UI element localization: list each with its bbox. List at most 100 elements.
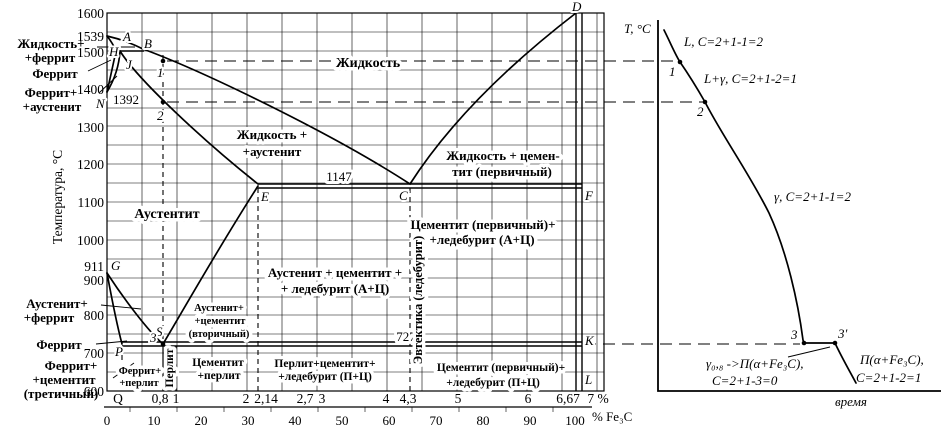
region-label-cementite-ledeburite-ac: Цементит (первичный)+	[410, 217, 555, 232]
region-label-austenite-cementite-secondary: Аустенит+	[194, 303, 244, 314]
y-axis-ticks: 1600 1539 1500 1400 1300 1200 1100 1000 …	[77, 6, 104, 399]
region-label-austenite-cementite-ledeburite: + ледебурит (А+Ц)	[281, 281, 389, 296]
x-tick: 6,67	[556, 391, 580, 406]
eutectoid-727-line	[122, 341, 582, 347]
outer-label-ferrite-austenite: +аустенит	[23, 99, 82, 114]
point-label-E: E	[260, 189, 269, 204]
point-label-H: H	[108, 44, 119, 59]
point-label-C: C	[399, 188, 408, 203]
y-tick: 1100	[78, 195, 105, 210]
label-leader-lines	[87, 46, 142, 379]
plot-frame	[106, 12, 605, 392]
cooling-curve-points	[677, 59, 838, 346]
fe3c-tick: 10	[148, 413, 161, 428]
solidus-line-JE	[119, 50, 259, 185]
fe3c-tick: 20	[195, 413, 208, 428]
y-tick: 1000	[77, 233, 104, 248]
point-label-A: A	[122, 29, 131, 44]
fe3c-tick: 80	[477, 413, 490, 428]
region-label-cementite-perlite: Цементит	[192, 357, 244, 369]
cooling-y-axis-title: T, °C	[624, 21, 651, 36]
temp-label-1392: 1392	[113, 92, 139, 107]
fe3c-tick: 70	[430, 413, 443, 428]
fe3c-tick: 90	[524, 413, 537, 428]
y-tick: 900	[84, 273, 105, 288]
temp-label-727: 727	[396, 329, 416, 344]
x-tick: 2,7	[297, 391, 314, 406]
region-label-cementite-ledeburite-pc: Цементит (первичный)+	[437, 362, 565, 374]
outer-label-liquid-ferrite: Жидкость+	[17, 36, 84, 51]
outer-label-ferrite-cementite-tertiary: (третичный)	[24, 386, 99, 401]
x-tick: 5	[455, 391, 462, 406]
cooling-point-label-1: 1	[669, 64, 676, 79]
y-tick: 1300	[77, 120, 104, 135]
y-tick: 1600	[77, 6, 104, 21]
cooling-x-axis-title: время	[835, 394, 867, 409]
cooling-points-main	[160, 58, 166, 347]
x-tick: 2	[243, 391, 250, 406]
liquidus-line-ABCD	[106, 12, 577, 186]
point-label-3: 3	[149, 330, 157, 345]
x-tick: 4,3	[400, 391, 417, 406]
region-labels: Жидкость Жидкость + +аустенит Жидкость +…	[115, 53, 568, 393]
region-label-liquid-cementite: тит (первичный)	[452, 164, 552, 179]
region-label-cementite-perlite: +перлит	[197, 370, 240, 382]
outer-label-ferrite-cementite-tertiary: Феррит+	[45, 358, 98, 373]
region-label-cementite-ledeburite-pc: +ледебурит (П+Ц)	[446, 377, 540, 389]
cooling-point-label-2: 2	[697, 104, 704, 119]
point-label-J: J	[126, 57, 133, 72]
region-label-cementite-ledeburite-ac: +ледебурит (А+Ц)	[429, 232, 534, 247]
outer-label-ferrite-cementite-tertiary: +цементит	[32, 372, 96, 387]
point-label-G: G	[111, 258, 121, 273]
cooling-label-eutectoid-dof: C=2+1-3=0	[712, 373, 778, 388]
outer-label-austenite-ferrite: Аустенит+	[26, 296, 88, 311]
y-tick: 911	[84, 259, 104, 274]
region-label-ferrite-perlite: +перлит	[119, 378, 159, 389]
fe3c-tick: 100	[565, 413, 585, 428]
line-GS	[106, 272, 164, 345]
x-tick: 1	[173, 391, 180, 406]
fe3c-tick: 50	[336, 413, 349, 428]
x-tick-Q: Q	[113, 391, 123, 406]
fe3c-scale: 0 10 20 30 40 50 60 70 80 90 100 % Fe₃C	[104, 406, 632, 428]
y-tick: 1400	[77, 82, 104, 97]
x-tick: 3	[319, 391, 326, 406]
outer-label-liquid-ferrite: +феррит	[25, 50, 76, 65]
y-tick: 1200	[77, 157, 104, 172]
point-label-2: 2	[157, 108, 164, 123]
cooling-label-perlite: П(α+Fe₃C),	[859, 352, 924, 367]
region-label-austenite: Аустентит	[134, 207, 199, 222]
region-label-perlite-cementite-ledeburite: +ледебурит (П+Ц)	[278, 371, 372, 383]
region-label-austenite-cementite-secondary: (вторичный)	[189, 329, 250, 340]
perlite-strip-borders	[162, 346, 177, 391]
cooling-label-eutectoid-reaction: γ₀,₈ ->П(α+Fe₃C),	[706, 356, 804, 371]
region-label-austenite-cementite-secondary: +цементит	[195, 316, 247, 327]
cooling-label-perlite-dof: C=2+1-2=1	[856, 370, 921, 385]
region-label-liquid-austenite: +аустенит	[243, 144, 302, 159]
region-label-perlite-cementite-ledeburite: Перлит+цементит+	[274, 358, 375, 370]
y-tick: 1539	[77, 29, 104, 44]
point-labels: A B H J N D E C F G P S K L 1 2 3	[93, 0, 597, 389]
point-label-N: N	[95, 96, 106, 111]
fe3c-tick: 0	[104, 413, 111, 428]
cooling-label-liquid: L, C=2+1-1=2	[683, 34, 764, 49]
y-tick: 1500	[77, 45, 104, 60]
point-label-D: D	[571, 0, 582, 14]
outer-label-austenite-ferrite: +феррит	[24, 310, 75, 325]
line-HN	[106, 50, 117, 93]
x-tick: 4	[383, 391, 390, 406]
region-label-eutectic-ledeburite: Эвтектика (ледебурит)	[411, 236, 425, 364]
eutectic-1147-line	[258, 183, 582, 189]
eutectoid-leader-line	[787, 346, 831, 358]
point-label-S: S	[156, 324, 163, 339]
fe3c-tick: 30	[242, 413, 255, 428]
point-label-L: L	[584, 372, 592, 387]
cooling-point-label-3prime: 3'	[837, 326, 848, 341]
region-label-liquid-cementite: Жидкость + цемен-	[446, 148, 559, 163]
line-GP	[106, 272, 123, 345]
cooling-label-liquid-gamma: L+γ, C=2+1-2=1	[703, 71, 797, 86]
line-ES	[162, 185, 259, 345]
cementite-667-line	[575, 13, 583, 391]
